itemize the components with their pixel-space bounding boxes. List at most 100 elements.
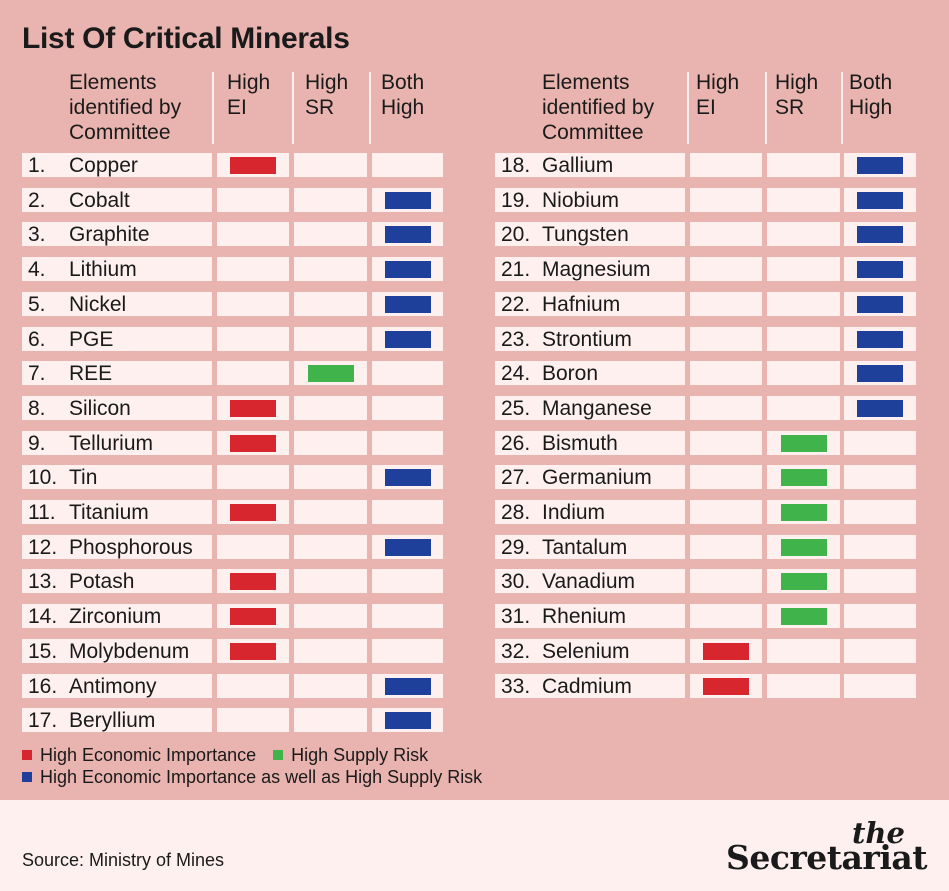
category-cell bbox=[844, 465, 916, 489]
category-cell bbox=[217, 222, 289, 246]
legend-red-swatch bbox=[22, 750, 32, 760]
element-name: Potash bbox=[69, 570, 135, 593]
legend-row-2: High Economic Importance as well as High… bbox=[22, 767, 482, 788]
category-marker-high-ei bbox=[230, 156, 276, 174]
element-name: Titanium bbox=[69, 501, 149, 524]
header-elements-2: Elements identified by Committee bbox=[542, 71, 655, 144]
category-cell bbox=[294, 674, 367, 698]
category-marker-both-high bbox=[857, 295, 903, 313]
category-cell bbox=[690, 292, 762, 316]
category-cell bbox=[372, 257, 443, 281]
category-cell bbox=[844, 604, 916, 628]
category-cell bbox=[844, 327, 916, 351]
element-name: Cobalt bbox=[69, 189, 130, 212]
element-name: Magnesium bbox=[542, 258, 651, 281]
element-cell bbox=[22, 431, 212, 455]
header-elements-1: Elements identified by Committee bbox=[69, 71, 182, 144]
category-cell bbox=[217, 569, 289, 593]
category-marker-high-ei bbox=[230, 399, 276, 417]
row-number: 3. bbox=[28, 223, 46, 246]
category-cell bbox=[294, 222, 367, 246]
category-marker-both-high bbox=[384, 260, 431, 278]
category-cell bbox=[372, 569, 443, 593]
category-cell bbox=[294, 292, 367, 316]
category-cell bbox=[372, 674, 443, 698]
legend-blue-swatch bbox=[22, 772, 32, 782]
category-marker-both-high bbox=[857, 364, 903, 382]
element-cell bbox=[22, 153, 212, 177]
category-marker-high-ei bbox=[230, 607, 276, 625]
category-cell bbox=[217, 292, 289, 316]
row-number: 22. bbox=[501, 293, 531, 316]
category-cell bbox=[844, 361, 916, 385]
element-name: Molybdenum bbox=[69, 640, 190, 663]
category-cell bbox=[767, 153, 840, 177]
legend-high-ei: High Economic Importance bbox=[40, 745, 257, 765]
row-number: 15. bbox=[28, 640, 58, 663]
category-marker-both-high bbox=[857, 330, 903, 348]
element-cell bbox=[22, 222, 212, 246]
category-cell bbox=[294, 708, 367, 732]
element-name: Bismuth bbox=[542, 432, 618, 455]
category-cell bbox=[690, 327, 762, 351]
element-name: Tantalum bbox=[542, 536, 628, 559]
chart-title: List Of Critical Minerals bbox=[22, 22, 350, 55]
category-cell bbox=[690, 257, 762, 281]
category-marker-both-high bbox=[857, 225, 903, 243]
category-cell bbox=[844, 500, 916, 524]
element-name: Strontium bbox=[542, 328, 632, 351]
category-cell bbox=[294, 569, 367, 593]
header-divider bbox=[292, 72, 294, 144]
row-number: 2. bbox=[28, 189, 46, 212]
element-cell bbox=[22, 292, 212, 316]
category-marker-both-high bbox=[384, 330, 431, 348]
header-high-ei-1: High EI bbox=[227, 71, 271, 119]
category-cell bbox=[372, 535, 443, 559]
element-name: PGE bbox=[69, 328, 114, 351]
legend-row-1: High Economic Importance High Supply Ris… bbox=[22, 745, 428, 766]
category-cell bbox=[767, 361, 840, 385]
element-cell bbox=[22, 396, 212, 420]
element-name: Indium bbox=[542, 501, 606, 524]
element-cell bbox=[495, 327, 685, 351]
row-number: 30. bbox=[501, 570, 531, 593]
category-marker-both-high bbox=[384, 295, 431, 313]
category-cell bbox=[372, 292, 443, 316]
element-name: Boron bbox=[542, 362, 599, 385]
row-number: 8. bbox=[28, 397, 46, 420]
row-number: 18. bbox=[501, 154, 531, 177]
row-number: 1. bbox=[28, 154, 46, 177]
category-cell bbox=[767, 327, 840, 351]
row-number: 9. bbox=[28, 432, 46, 455]
element-cell bbox=[495, 500, 685, 524]
category-cell bbox=[767, 639, 840, 663]
element-name: Beryllium bbox=[69, 709, 156, 732]
category-cell bbox=[372, 500, 443, 524]
element-cell bbox=[22, 327, 212, 351]
category-cell bbox=[844, 292, 916, 316]
category-marker-high-ei bbox=[230, 434, 276, 452]
element-name: Tungsten bbox=[542, 223, 629, 246]
element-cell bbox=[22, 604, 212, 628]
category-cell bbox=[767, 188, 840, 212]
category-cell bbox=[294, 465, 367, 489]
header-both-high-1: Both High bbox=[381, 71, 425, 119]
element-cell bbox=[495, 396, 685, 420]
header-divider bbox=[765, 72, 767, 144]
element-name: Antimony bbox=[69, 675, 157, 698]
category-cell bbox=[294, 188, 367, 212]
row-number: 26. bbox=[501, 432, 531, 455]
category-cell bbox=[844, 431, 916, 455]
element-name: Zirconium bbox=[69, 605, 162, 628]
category-cell bbox=[844, 396, 916, 420]
header-high-sr-1: High SR bbox=[305, 71, 349, 119]
element-name: Nickel bbox=[69, 293, 127, 316]
category-cell bbox=[690, 604, 762, 628]
logo-the: the bbox=[852, 816, 905, 850]
element-name: Gallium bbox=[542, 154, 614, 177]
category-cell bbox=[690, 431, 762, 455]
category-cell bbox=[217, 708, 289, 732]
element-cell bbox=[495, 257, 685, 281]
row-number: 23. bbox=[501, 328, 531, 351]
category-marker-high-ei bbox=[703, 677, 749, 695]
